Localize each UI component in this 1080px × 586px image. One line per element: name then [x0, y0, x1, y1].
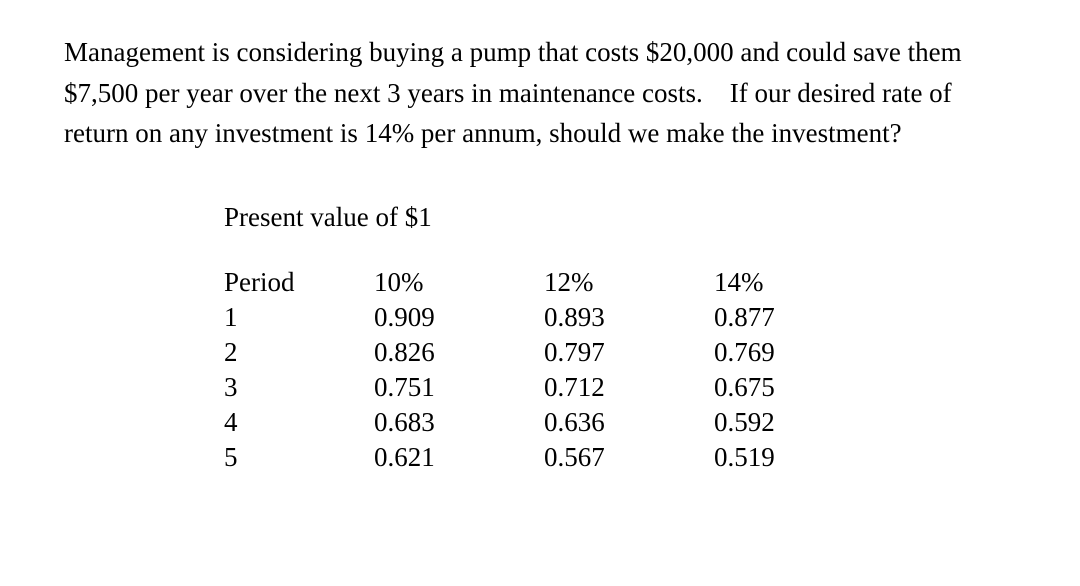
pv-cell-period: 5 — [224, 440, 374, 475]
pv-cell-14pct: 0.877 — [714, 300, 884, 335]
pv-cell-14pct: 0.675 — [714, 370, 884, 405]
pv-col-header-period: Period — [224, 265, 374, 300]
pv-cell-period: 4 — [224, 405, 374, 440]
pv-cell-period: 2 — [224, 335, 374, 370]
table-row: 1 0.909 0.893 0.877 — [224, 300, 884, 335]
pv-cell-12pct: 0.797 — [544, 335, 714, 370]
pv-col-header-12pct: 12% — [544, 265, 714, 300]
pv-col-header-10pct: 10% — [374, 265, 544, 300]
table-row: 2 0.826 0.797 0.769 — [224, 335, 884, 370]
pv-cell-14pct: 0.519 — [714, 440, 884, 475]
pv-cell-12pct: 0.893 — [544, 300, 714, 335]
pv-cell-12pct: 0.636 — [544, 405, 714, 440]
table-row: 5 0.621 0.567 0.519 — [224, 440, 884, 475]
pv-cell-14pct: 0.592 — [714, 405, 884, 440]
pv-cell-12pct: 0.567 — [544, 440, 714, 475]
pv-cell-10pct: 0.621 — [374, 440, 544, 475]
pv-cell-10pct: 0.751 — [374, 370, 544, 405]
pv-cell-10pct: 0.909 — [374, 300, 544, 335]
pv-table-block: Present value of $1 Period 10% 12% 14% 1… — [224, 202, 1016, 475]
pv-cell-14pct: 0.769 — [714, 335, 884, 370]
table-row: 4 0.683 0.636 0.592 — [224, 405, 884, 440]
problem-statement: Management is considering buying a pump … — [64, 32, 1016, 154]
pv-cell-period: 3 — [224, 370, 374, 405]
table-row: 3 0.751 0.712 0.675 — [224, 370, 884, 405]
pv-cell-period: 1 — [224, 300, 374, 335]
pv-table-header-row: Period 10% 12% 14% — [224, 265, 884, 300]
pv-table: Period 10% 12% 14% 1 0.909 0.893 0.877 2… — [224, 265, 884, 475]
pv-cell-10pct: 0.683 — [374, 405, 544, 440]
pv-table-title: Present value of $1 — [224, 202, 1016, 233]
pv-cell-10pct: 0.826 — [374, 335, 544, 370]
pv-cell-12pct: 0.712 — [544, 370, 714, 405]
page: Management is considering buying a pump … — [0, 0, 1080, 475]
pv-col-header-14pct: 14% — [714, 265, 884, 300]
